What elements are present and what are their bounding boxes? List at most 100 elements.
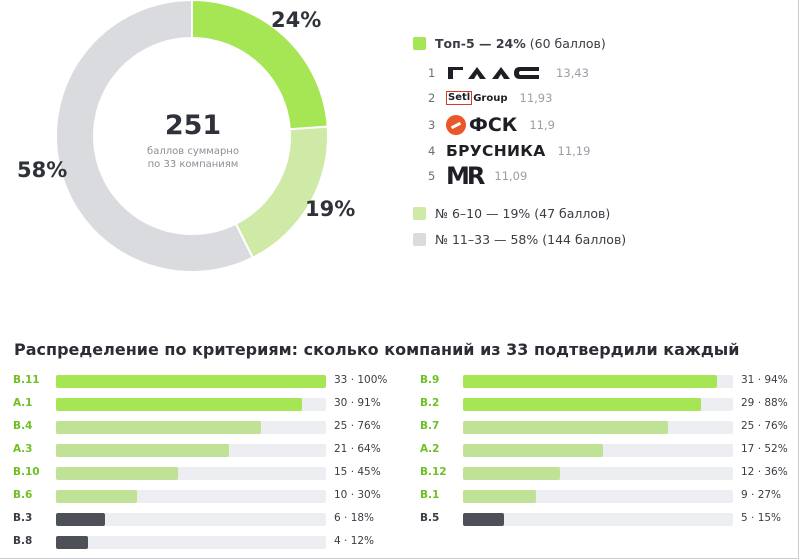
criterion-value: 21 · 64% <box>334 443 381 455</box>
criterion-row: В.2 29 · 88% <box>420 397 800 411</box>
criterion-value: 12 · 36% <box>741 466 788 478</box>
setl-logo-box: Setl <box>446 91 473 105</box>
company-row: 5 MR 11,09 <box>428 162 528 190</box>
legend-mid: № 6–10 — 19% (47 баллов) <box>413 206 610 221</box>
criterion-bar <box>56 490 137 503</box>
criterion-value: 5 · 15% <box>741 512 782 524</box>
criterion-track <box>463 513 733 526</box>
company-rank: 4 <box>428 144 436 158</box>
legend-extra-top5: (60 баллов) <box>529 36 606 51</box>
criterion-bar <box>56 536 89 549</box>
criterion-track <box>56 536 326 549</box>
fsk-logo-text: ФСК <box>469 114 518 136</box>
legend-swatch-mid <box>413 207 426 220</box>
setl-group-logo: Setl Group <box>446 91 508 105</box>
criterion-code: В.3 <box>13 512 33 524</box>
criterion-code: В.7 <box>420 420 440 432</box>
setl-logo-group: Group <box>473 92 508 104</box>
company-score: 13,43 <box>556 66 589 80</box>
criterion-bar <box>463 421 669 434</box>
criterion-track <box>56 467 326 480</box>
total-value: 251 <box>164 110 222 141</box>
criterion-track <box>463 421 733 434</box>
criterion-code: В.2 <box>420 397 440 409</box>
company-score: 11,19 <box>557 144 591 158</box>
legend-top5: Топ-5 — 24% (60 баллов) <box>413 36 606 51</box>
criterion-code: В.10 <box>13 466 40 478</box>
criterion-bar <box>463 513 504 526</box>
criterion-code: А.3 <box>13 443 33 455</box>
criterion-value: 15 · 45% <box>334 466 381 478</box>
criterion-code: В.11 <box>13 374 40 386</box>
criterion-value: 17 · 52% <box>741 443 788 455</box>
criterion-code: В.12 <box>420 466 447 478</box>
criterion-row: В.5 5 · 15% <box>420 512 800 526</box>
criterion-track <box>463 467 733 480</box>
criterion-code: В.4 <box>13 420 33 432</box>
legend-rest: № 11–33 — 58% (144 баллов) <box>413 232 626 247</box>
criterion-row: А.2 17 · 52% <box>420 443 800 457</box>
criterion-row: В.12 12 · 36% <box>420 466 800 480</box>
mr-logo: MR <box>446 162 485 190</box>
criterion-row: А.3 21 · 64% <box>13 443 393 457</box>
slice-label-top5: 24% <box>271 8 322 32</box>
criterion-row: В.7 25 · 76% <box>420 420 800 434</box>
criterion-bar <box>56 421 262 434</box>
criterion-bar <box>56 398 302 411</box>
criterion-track <box>56 398 326 411</box>
criterion-code: В.8 <box>13 535 33 547</box>
criterion-bar <box>56 467 178 480</box>
company-row: 2 Setl Group 11,93 <box>428 87 552 109</box>
legend-swatch-rest <box>413 233 426 246</box>
criterion-track <box>56 444 326 457</box>
donut-slice-rest <box>55 0 255 273</box>
criterion-row: В.3 6 · 18% <box>13 512 393 526</box>
criterion-code: В.1 <box>420 489 440 501</box>
company-rank: 1 <box>428 66 436 80</box>
criterion-bar <box>56 513 105 526</box>
criterion-track <box>463 375 733 388</box>
criterion-bar <box>463 490 536 503</box>
criterion-row: В.4 25 · 76% <box>13 420 393 434</box>
criterion-value: 10 · 30% <box>334 489 381 501</box>
criterion-bar <box>56 375 326 388</box>
criterion-value: 25 · 76% <box>741 420 788 432</box>
gals-logo-icon <box>448 67 539 79</box>
criterion-value: 25 · 76% <box>334 420 381 432</box>
criterion-row: В.1 9 · 27% <box>420 489 800 503</box>
criterion-code: А.1 <box>13 397 33 409</box>
fsk-logo-icon <box>446 115 466 135</box>
gals-logo <box>446 65 542 81</box>
fsk-logo: ФСК <box>446 114 517 136</box>
criterion-code: В.5 <box>420 512 440 524</box>
criterion-track <box>56 490 326 503</box>
company-score: 11,09 <box>494 169 528 183</box>
company-row: 3 ФСК 11,9 <box>428 114 555 136</box>
brusnika-logo: БРУСНИКА <box>446 142 546 160</box>
company-row: 1 13,43 <box>428 62 589 84</box>
criterion-value: 31 · 94% <box>741 374 788 386</box>
total-caption: баллов суммарно по 33 компаниям <box>131 145 255 171</box>
company-rank: 3 <box>428 118 436 132</box>
company-rank: 2 <box>428 91 436 105</box>
criterion-track <box>56 375 326 388</box>
criterion-bar <box>463 467 561 480</box>
criterion-value: 29 · 88% <box>741 397 788 409</box>
total-caption-line-2: по 33 компаниям <box>147 159 239 170</box>
criterion-value: 6 · 18% <box>334 512 375 524</box>
criterion-value: 9 · 27% <box>741 489 782 501</box>
criterion-track <box>56 421 326 434</box>
slice-label-rest: 58% <box>17 158 68 182</box>
criterion-track <box>463 444 733 457</box>
criterion-row: В.11 33 · 100% <box>13 374 393 388</box>
criterion-code: В.6 <box>13 489 33 501</box>
criterion-bar <box>463 375 717 388</box>
criterion-bar <box>463 398 701 411</box>
legend-swatch-top5 <box>413 37 426 50</box>
criterion-track <box>463 398 733 411</box>
criterion-track <box>463 490 733 503</box>
criterion-value: 33 · 100% <box>334 374 388 386</box>
criterion-value: 4 · 12% <box>334 535 375 547</box>
criterion-row: В.6 10 · 30% <box>13 489 393 503</box>
